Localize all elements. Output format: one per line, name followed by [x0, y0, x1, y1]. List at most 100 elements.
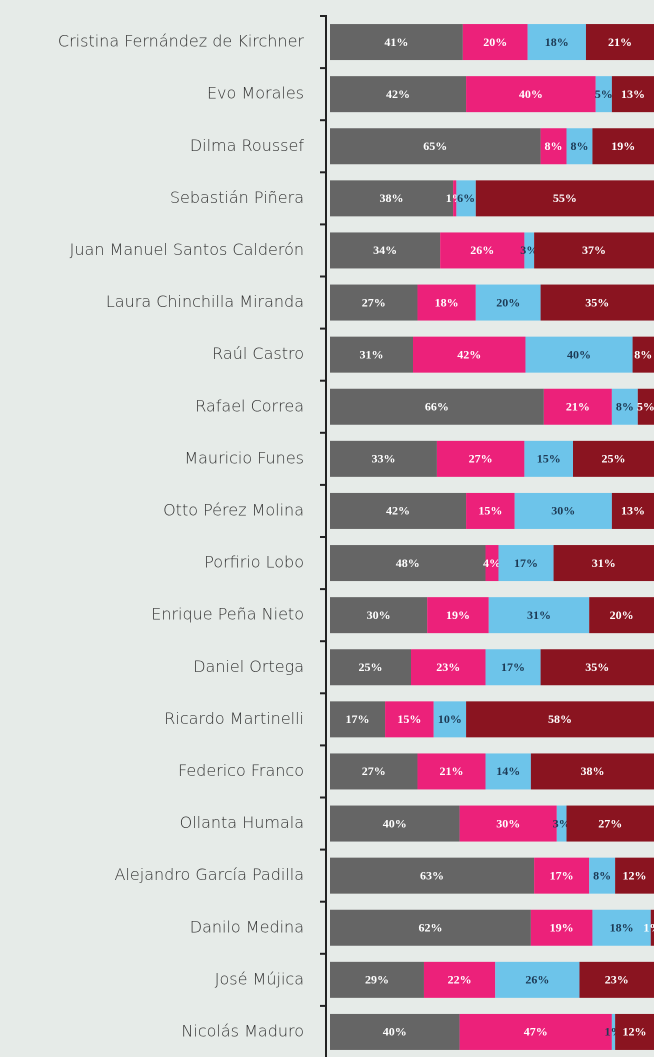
data-label: 20%	[483, 35, 507, 49]
data-label: 30%	[367, 608, 391, 622]
data-label: 47%	[524, 1025, 548, 1039]
data-label: 25%	[602, 452, 626, 466]
bar-segment	[330, 1013, 460, 1050]
bar-segment	[413, 336, 526, 373]
category-label: Rafael Correa	[195, 396, 304, 415]
bar-segment	[534, 232, 654, 269]
bar-segment	[573, 440, 654, 477]
category-label: Nicolás Maduro	[181, 1021, 304, 1040]
bar-segment	[530, 753, 654, 790]
data-label: 23%	[436, 660, 460, 674]
bar-segment	[330, 649, 411, 686]
bar-segment	[475, 284, 541, 321]
data-label: 23%	[605, 973, 629, 987]
data-label: 30%	[496, 816, 520, 830]
data-label: 18%	[610, 921, 634, 935]
data-label: 40%	[383, 816, 407, 830]
bar-segment	[495, 961, 580, 998]
bar-segment	[330, 701, 386, 738]
bar-segment	[524, 440, 573, 477]
category-label: Juan Manuel Santos Calderón	[70, 240, 304, 259]
bar-segment	[540, 284, 654, 321]
bar-segment	[525, 336, 633, 373]
data-label: 41%	[384, 35, 408, 49]
category-label: Evo Morales	[207, 84, 304, 103]
bar-segment	[459, 805, 557, 842]
data-label: 35%	[585, 660, 609, 674]
bar-segment	[459, 1013, 612, 1050]
bar-segment	[595, 76, 612, 113]
bar-segment	[498, 545, 554, 582]
data-label: 17%	[346, 712, 370, 726]
data-label: 22%	[448, 973, 472, 987]
data-label: 19%	[446, 608, 470, 622]
category-label: Alejandro García Padilla	[115, 865, 304, 884]
bar-segment	[540, 649, 654, 686]
category-label: Daniel Ortega	[193, 657, 304, 676]
bar-segment	[543, 388, 612, 425]
bar-segment	[615, 857, 654, 894]
data-label: 12%	[623, 1025, 647, 1039]
bar-segment	[456, 180, 476, 217]
bar-segment	[330, 492, 467, 529]
bar-segment	[611, 388, 638, 425]
bar-segment	[585, 24, 654, 61]
bar-segment	[433, 701, 467, 738]
category-label: Porfirio Lobo	[204, 553, 304, 572]
bar-segment	[436, 440, 525, 477]
data-label: 5%	[637, 400, 654, 414]
bar-segment	[553, 545, 654, 582]
data-label: 58%	[548, 712, 572, 726]
bar-segment	[611, 492, 654, 529]
bar-segment	[615, 1013, 654, 1050]
data-label: 26%	[525, 973, 549, 987]
data-label: 21%	[608, 35, 632, 49]
data-label: 1%	[643, 921, 654, 935]
bar-segment	[530, 909, 593, 946]
data-label: 6%	[457, 191, 475, 205]
data-label: 65%	[423, 139, 447, 153]
category-label: Enrique Peña Nieto	[151, 605, 304, 624]
data-label: 15%	[537, 452, 561, 466]
data-label: 10%	[438, 712, 462, 726]
data-label: 4%	[483, 556, 501, 570]
bar-segment	[330, 857, 535, 894]
bar-segment	[485, 649, 541, 686]
data-label: 33%	[371, 452, 395, 466]
data-label: 62%	[418, 921, 442, 935]
bar-segment	[632, 336, 654, 373]
data-label: 42%	[457, 347, 481, 361]
bar-segment	[540, 128, 567, 165]
data-label: 18%	[545, 35, 569, 49]
data-label: 15%	[397, 712, 421, 726]
data-label: 63%	[420, 868, 444, 882]
bar-segment	[650, 909, 654, 946]
bar-segment	[330, 909, 531, 946]
data-label: 15%	[478, 504, 502, 518]
category-label: Laura Chinchilla Miranda	[106, 292, 304, 311]
bar-segment	[330, 24, 463, 61]
data-label: 27%	[598, 816, 622, 830]
data-label: 8%	[545, 139, 563, 153]
bar-segment	[589, 597, 654, 634]
data-label: 5%	[595, 87, 613, 101]
bar-segment	[556, 805, 567, 842]
bar-segment	[466, 492, 515, 529]
bar-segment	[330, 336, 414, 373]
category-label: Otto Pérez Molina	[163, 500, 304, 519]
data-label: 3%	[520, 243, 538, 257]
bar-segment	[330, 440, 437, 477]
bar-segment	[330, 753, 418, 790]
bar-segment	[330, 388, 544, 425]
bar-segment	[527, 24, 586, 61]
data-label: 35%	[585, 295, 609, 309]
data-label: 17%	[514, 556, 538, 570]
data-label: 42%	[386, 504, 410, 518]
data-label: 31%	[527, 608, 551, 622]
bar-segment	[330, 597, 428, 634]
data-label: 27%	[362, 295, 386, 309]
data-label: 25%	[359, 660, 383, 674]
data-label: 34%	[373, 243, 397, 257]
category-label: José Mújica	[215, 969, 304, 988]
